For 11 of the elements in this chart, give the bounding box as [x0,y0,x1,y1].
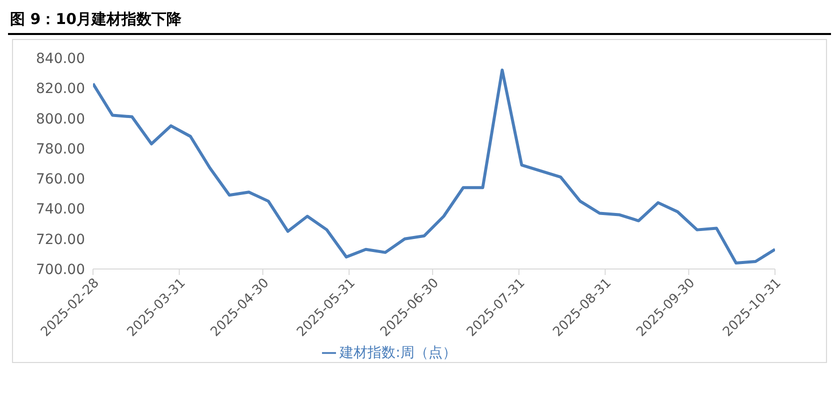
y-tick-label: 840.00 [36,50,85,67]
y-tick-label: 800.00 [36,111,85,128]
y-tick-label: 760.00 [36,172,85,188]
y-tick-label: 780.00 [36,141,85,158]
y-tick-label: 700.00 [36,262,85,278]
y-tick-label: 820.00 [36,81,85,98]
legend-label: 建材指数:周（点） [340,345,456,361]
y-tick-label: 720.00 [36,232,85,248]
y-tick-label: 740.00 [36,202,85,218]
line-series [93,68,775,264]
chart-title: 图 9：10月建材指数下降 [8,8,831,35]
